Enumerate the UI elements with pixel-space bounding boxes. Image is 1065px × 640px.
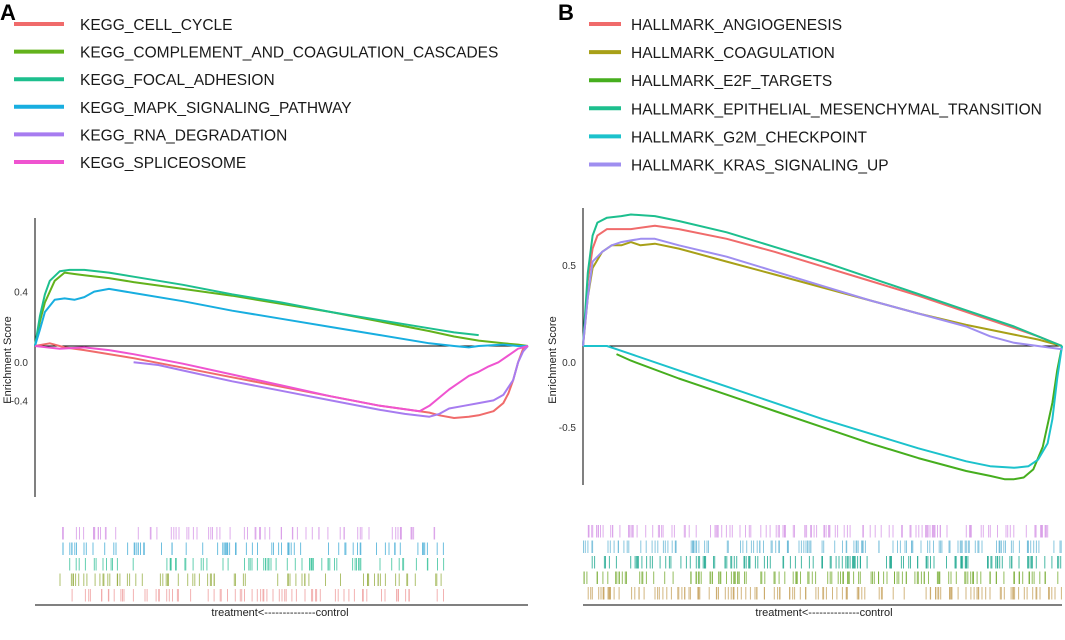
rug-row-a-2	[62, 542, 444, 555]
x-axis-title-a: treatment<--------------control	[211, 607, 348, 619]
y-tick-label-b: 0.0	[562, 358, 576, 369]
rug-row-b-2	[583, 540, 1062, 553]
series-line-kegg-focal-adhesion	[34, 268, 479, 347]
legend-label-hallmark-coagulation: HALLMARK_COAGULATION	[631, 45, 835, 62]
series-line-hallmark-coagulation	[582, 241, 1063, 347]
legend-label-kegg-mapk-signaling-pathway: KEGG_MAPK_SIGNALING_PATHWAY	[80, 100, 352, 117]
series-line-hallmark-angiogenesis	[582, 224, 1063, 347]
legend-label-hallmark-angiogenesis: HALLMARK_ANGIOGENESIS	[631, 17, 842, 34]
panel-a: A KEGG_CELL_CYCLE KEGG_COMPLEMENT_AND_COA…	[0, 0, 529, 619]
series-line-hallmark-g2m-checkpoint	[583, 345, 1063, 469]
rug-row-a-1	[62, 527, 436, 540]
legend-label-hallmark-e2f-targets: HALLMARK_E2F_TARGETS	[631, 73, 832, 90]
legend-b: HALLMARK_ANGIOGENESIS HALLMARK_COAGULATIO…	[589, 17, 1042, 175]
rug-row-b-3	[591, 556, 1062, 569]
series-line-hallmark-kras-signaling-up	[582, 237, 1063, 351]
y-tick-label-a: 0.4	[14, 288, 28, 299]
panel-label-b: B	[558, 0, 574, 25]
plot-area-a: 0.4 0.0 -0.4	[11, 218, 529, 497]
legend-label-hallmark-kras-signaling-up: HALLMARK_KRAS_SIGNALING_UP	[631, 158, 889, 175]
legend-label-kegg-rna-degradation: KEGG_RNA_DEGRADATION	[80, 127, 287, 144]
legend-label-kegg-cell-cycle: KEGG_CELL_CYCLE	[80, 17, 233, 34]
series-line-kegg-cell-cycle	[34, 342, 529, 419]
legend-label-kegg-complement-and-coagulation-cascades: KEGG_COMPLEMENT_AND_COAGULATION_CASCADES	[80, 45, 498, 62]
legend-a: KEGG_CELL_CYCLE KEGG_COMPLEMENT_AND_COAGU…	[14, 17, 498, 172]
y-tick-label-a: 0.0	[14, 358, 28, 369]
y-axis-title-b: Enrichment Score	[547, 316, 559, 403]
rug-row-a-3	[69, 558, 445, 571]
series-line-kegg-rna-degradation	[133, 345, 529, 418]
rug-area-a	[35, 527, 528, 606]
y-tick-label-b: 0.5	[562, 261, 576, 272]
legend-label-kegg-focal-adhesion: KEGG_FOCAL_ADHESION	[80, 72, 275, 89]
y-tick-label-b: -0.5	[559, 423, 577, 434]
series-line-kegg-mapk-signaling-pathway	[34, 287, 528, 349]
legend-label-hallmark-g2m-checkpoint: HALLMARK_G2M_CHECKPOINT	[631, 129, 868, 146]
rug-row-a-5	[71, 589, 444, 602]
rug-row-a-4	[59, 573, 442, 586]
rug-row-b-1	[587, 525, 1049, 538]
legend-label-hallmark-epithelial-mesenchymal-transition: HALLMARK_EPITHELIAL_MESENCHYMAL_TRANSITI…	[631, 101, 1042, 118]
panel-label-a: A	[0, 0, 16, 25]
rug-row-b-5	[587, 587, 1062, 600]
y-axis-title-a: Enrichment Score	[2, 316, 14, 403]
rug-row-b-4	[583, 571, 1059, 584]
series-line-kegg-complement-and-coagulation-cascades	[34, 271, 529, 347]
plot-area-b: 0.5 0.0 -0.5	[559, 208, 1063, 485]
panel-b: B HALLMARK_ANGIOGENESIS HALLMARK_COAGULAT…	[547, 0, 1063, 619]
rug-area-b	[583, 525, 1062, 606]
series-line-hallmark-e2f-targets	[616, 345, 1063, 481]
legend-label-kegg-spliceosome: KEGG_SPLICEOSOME	[80, 155, 246, 172]
series-line-kegg-spliceosome	[34, 345, 529, 413]
series-line-hallmark-epithelial-mesenchymal-transition	[582, 213, 1063, 347]
y-tick-label-a: -0.4	[11, 396, 29, 407]
x-axis-title-b: treatment<--------------control	[755, 607, 892, 619]
